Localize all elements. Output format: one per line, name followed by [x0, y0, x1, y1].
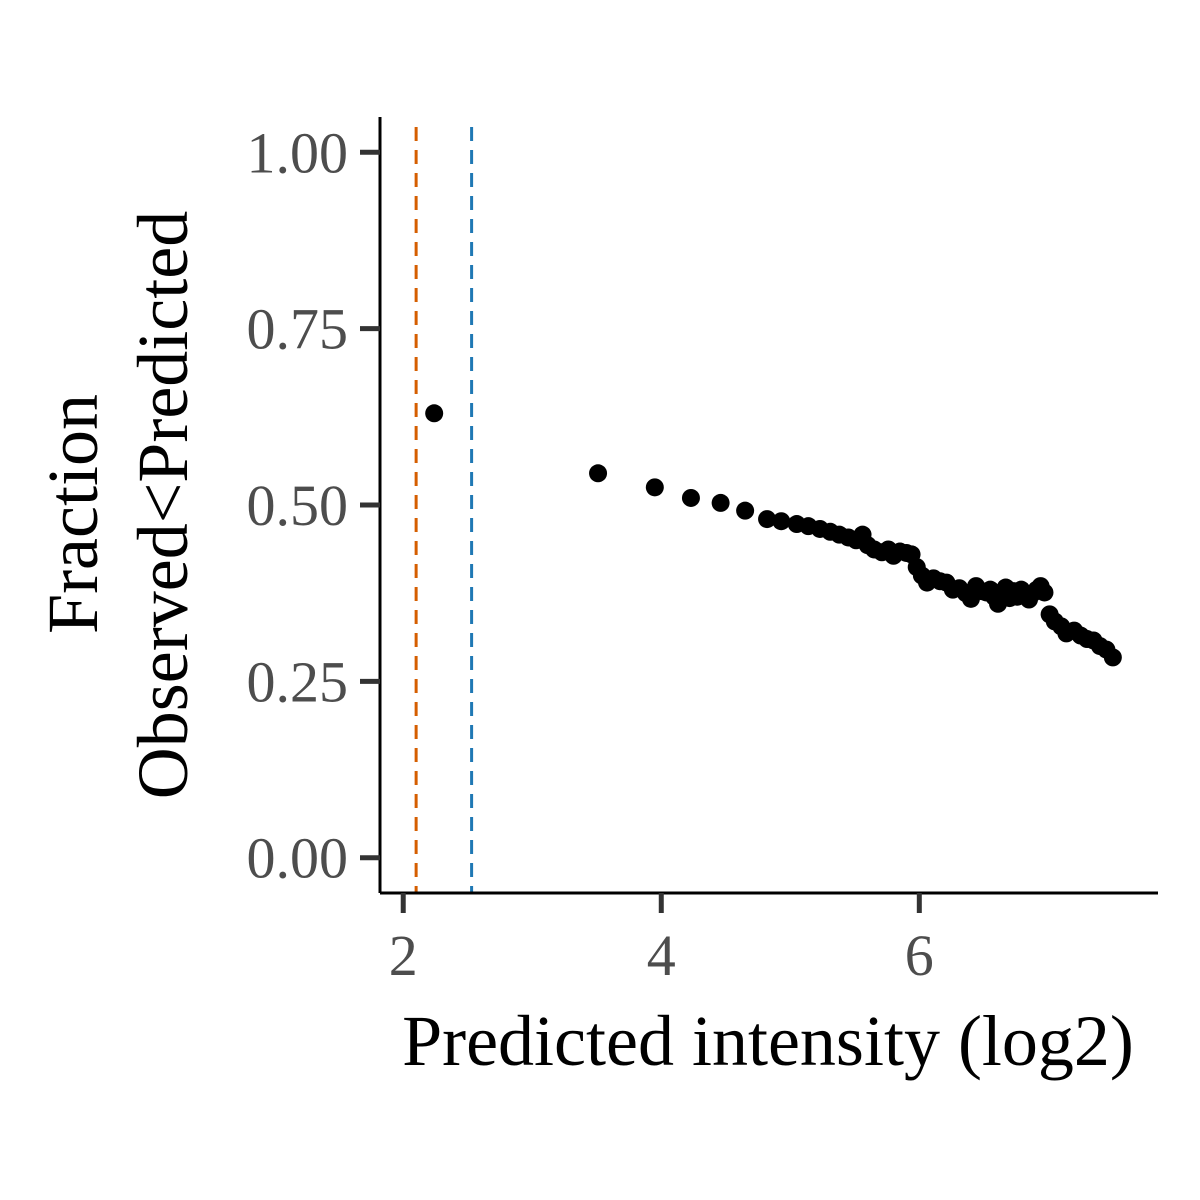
data-point	[758, 510, 777, 529]
data-point	[425, 404, 444, 423]
y-axis-title-line-2: Observed<Predicted	[123, 211, 203, 799]
y-axis-title-line-1: Fraction	[33, 394, 113, 634]
y-tick-label: 0.00	[247, 826, 349, 891]
data-point	[589, 464, 608, 483]
data-point	[681, 488, 700, 507]
data-point	[711, 493, 730, 512]
y-axis-ticks: 0.00 0.25 0.50 0.75 1.00	[247, 120, 380, 891]
data-points	[425, 404, 1122, 667]
x-axis-ticks: 2 4 6	[389, 893, 934, 988]
y-tick-label: 1.00	[247, 120, 349, 185]
reference-lines	[414, 127, 474, 893]
y-tick-label: 0.75	[247, 297, 349, 362]
data-point	[1035, 583, 1054, 602]
y-axis-title: Fraction Observed<Predicted	[33, 211, 203, 799]
data-point	[645, 478, 664, 497]
data-point	[1103, 648, 1122, 667]
y-tick-label: 0.50	[247, 473, 349, 538]
data-point	[736, 501, 755, 520]
x-tick-label: 4	[647, 923, 676, 988]
x-axis-title: Predicted intensity (log2)	[402, 1001, 1134, 1081]
y-tick-label: 0.25	[247, 649, 349, 714]
x-tick-label: 6	[905, 923, 934, 988]
data-point	[772, 512, 791, 531]
x-tick-label: 2	[389, 923, 418, 988]
